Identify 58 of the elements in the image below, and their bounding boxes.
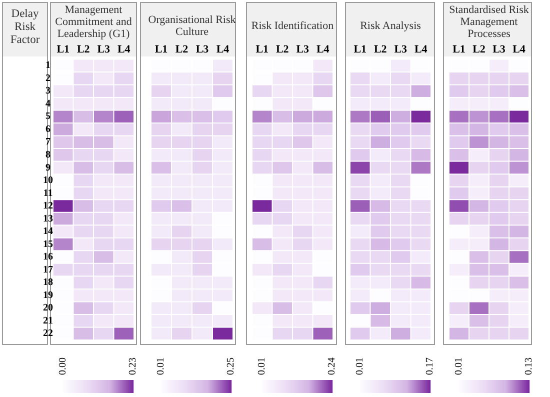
- y-tick-label: 8: [46, 150, 50, 161]
- x-tick-label: L1: [452, 43, 466, 56]
- color-bar-label: 0.00: [58, 358, 69, 375]
- x-tick-label: L1: [154, 43, 168, 56]
- x-tick-label: L3: [492, 43, 506, 56]
- chart-title: Organisational Risk Culture: [148, 14, 236, 38]
- color-bar-label: 0.17: [424, 358, 436, 375]
- y-tick-label: 12: [43, 200, 53, 212]
- x-tick-label: L4: [316, 43, 330, 56]
- y-tick-label: 17: [43, 264, 53, 276]
- y-tick-label: 4: [46, 98, 50, 110]
- y-tick-label: 14: [43, 226, 53, 238]
- x-tick-label: L3: [97, 43, 111, 56]
- x-tick-label: L2: [276, 43, 290, 56]
- chart-title: Risk Analysis: [360, 20, 421, 32]
- color-bar-label: 0.13: [524, 358, 535, 375]
- chart-title: Standardised Risk Management Processes: [449, 4, 530, 40]
- x-tick-label: L2: [175, 43, 189, 56]
- y-tick-label: 3: [46, 86, 50, 97]
- y-axis-title: Delay Risk Factor: [10, 8, 40, 46]
- x-tick-label: L2: [472, 43, 486, 56]
- y-tick-label: 7: [46, 136, 50, 148]
- x-tick-label: L4: [414, 43, 428, 56]
- chart-title: Management Commitment and Leadership (G1): [55, 4, 132, 40]
- color-bar-label: 0.01: [156, 358, 167, 375]
- color-bar-label: 0.01: [354, 358, 366, 375]
- y-tick-label: 5: [46, 111, 50, 122]
- x-tick-label: L4: [216, 43, 230, 56]
- y-tick-label: 10: [43, 175, 53, 186]
- x-tick-label: L4: [117, 43, 131, 56]
- color-bar-label: 0.25: [226, 358, 237, 375]
- x-tick-label: L2: [374, 43, 388, 56]
- x-tick-label: L3: [296, 43, 310, 56]
- y-tick-label: 20: [43, 302, 53, 314]
- y-tick-label: 16: [43, 252, 53, 263]
- y-tick-label: 13: [43, 213, 53, 224]
- color-bar-label: 0.24: [326, 358, 338, 375]
- x-tick-label: L3: [196, 43, 210, 56]
- y-tick-label: 21: [43, 315, 53, 326]
- chart-title: Risk Identification: [251, 20, 334, 32]
- x-tick-label: L1: [256, 43, 269, 56]
- y-tick-label: 2: [46, 72, 50, 84]
- y-tick-label: 18: [43, 277, 53, 288]
- color-bar-label: 0.23: [128, 358, 139, 375]
- y-tick-label: 11: [43, 188, 53, 199]
- color-bar-label: 0.01: [454, 358, 465, 375]
- x-tick-label: L1: [56, 43, 70, 56]
- y-tick-label: 9: [46, 162, 50, 174]
- y-tick-label: 19: [43, 290, 53, 301]
- x-tick-label: L1: [354, 43, 367, 56]
- x-tick-label: L4: [512, 43, 526, 56]
- y-tick-label: 15: [43, 238, 53, 250]
- color-bar-label: 0.01: [256, 358, 268, 375]
- y-tick-label: 6: [46, 124, 50, 135]
- x-tick-label: L3: [394, 43, 408, 56]
- x-tick-label: L2: [76, 43, 90, 56]
- y-tick-label: 1: [46, 60, 50, 72]
- y-tick-label: 22: [43, 328, 53, 340]
